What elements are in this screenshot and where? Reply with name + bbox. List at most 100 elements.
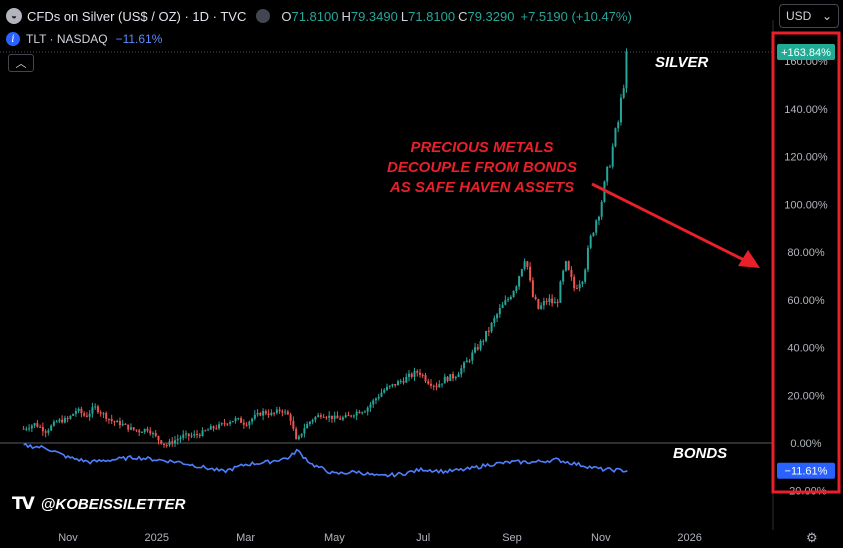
silver-candle-body (339, 418, 342, 420)
silver-candle-body (443, 376, 446, 384)
silver-candle-body (540, 305, 543, 309)
silver-candle-body (102, 413, 105, 415)
silver-candle-body (507, 299, 510, 301)
x-tick-label: 2025 (145, 532, 169, 544)
silver-candle-body (564, 261, 567, 271)
low-value: 71.8100 (408, 8, 456, 24)
silver-candle-body (350, 415, 353, 417)
silver-candle-body (424, 375, 427, 382)
silver-candle-body (537, 299, 540, 309)
silver-candle-body (482, 340, 485, 342)
silver-candle-body (452, 374, 455, 379)
silver-candle-body (127, 424, 130, 430)
silver-candle-body (69, 415, 72, 419)
silver-candle-body (61, 419, 64, 423)
silver-candle-body (201, 430, 204, 436)
silver-candle-body (402, 381, 405, 383)
silver-candle-body (614, 128, 617, 147)
silver-candle-body (72, 413, 75, 416)
silver-candle-body (319, 415, 322, 417)
silver-candle-body (542, 301, 545, 306)
silver-candle-body (55, 421, 58, 423)
silver-candle-body (151, 432, 154, 434)
silver-candle-body (229, 422, 232, 424)
silver-candle-body (498, 307, 501, 315)
silver-candle-body (248, 421, 251, 426)
silver-candle-body (240, 418, 243, 423)
headline-line-2: DECOUPLE FROM BONDS (386, 159, 577, 176)
silver-candle-body (281, 411, 284, 413)
silver-candle-body (479, 340, 482, 350)
y-tick-label: 120.00% (784, 152, 828, 164)
silver-candle-body (63, 417, 66, 423)
silver-candle-body (105, 413, 108, 419)
annotation-arrow-shaft (591, 182, 753, 266)
silver-candle-body (160, 440, 163, 444)
compare-legend[interactable]: i TLT · NASDAQ −11.61% (6, 30, 162, 48)
silver-candle-body (325, 417, 328, 419)
y-tick-label: 20.00% (787, 390, 825, 402)
silver-candle-body (292, 420, 295, 429)
silver-symbol-icon: ◒ (6, 8, 22, 24)
silver-candle-body (441, 383, 444, 385)
silver-candle-body (308, 421, 311, 425)
silver-candle-body (80, 408, 83, 414)
silver-candle-body (116, 420, 119, 423)
silver-candle-body (286, 411, 289, 415)
x-tick-label: Mar (236, 532, 255, 544)
silver-candle-body (259, 412, 262, 416)
high-value: 79.3490 (350, 8, 398, 24)
silver-candle-body (570, 269, 573, 278)
silver-candle-body (410, 373, 413, 377)
market-status-icon (256, 9, 271, 23)
silver-candle-body (457, 374, 460, 377)
x-tick-label: Sep (502, 532, 522, 544)
silver-candle-body (562, 270, 565, 282)
silver-candle-body (289, 414, 292, 421)
symbol-title[interactable]: CFDs on Silver (US$ / OZ) · 1D · TVC (27, 8, 247, 24)
silver-candle-body (262, 411, 265, 416)
silver-candle-body (567, 261, 570, 270)
x-tick-label: Nov (58, 532, 78, 544)
silver-candle-body (215, 428, 218, 430)
silver-candle-body (553, 301, 556, 304)
silver-candle-body (267, 413, 270, 416)
silver-candle-body (300, 433, 303, 437)
silver-candle-body (41, 427, 44, 432)
collapse-legend-button[interactable]: ︿ (8, 54, 34, 72)
silver-candle-body (551, 298, 554, 304)
silver-candle-body (185, 433, 188, 435)
silver-candle-body (256, 412, 259, 415)
y-tick-label: 80.00% (787, 247, 825, 259)
headline-line-3: AS SAFE HAVEN ASSETS (389, 179, 575, 196)
y-tick-label: 140.00% (784, 104, 828, 116)
silver-candle-body (471, 352, 474, 361)
silver-candle-body (496, 314, 499, 319)
silver-candle-body (432, 385, 435, 387)
silver-candle-body (344, 415, 347, 418)
silver-candle-body (509, 296, 512, 300)
silver-candle-body (174, 440, 177, 444)
silver-candle-body (383, 389, 386, 393)
silver-candle-body (146, 428, 149, 431)
currency-select[interactable]: USD ⌄ (779, 4, 839, 28)
symbol-header: ◒ CFDs on Silver (US$ / OZ) · 1D · TVC O… (6, 6, 632, 26)
silver-candle-body (608, 166, 611, 168)
silver-candle-body (625, 51, 628, 89)
silver-candle-body (333, 415, 336, 419)
silver-candle-body (207, 429, 210, 431)
open-value: 71.8100 (291, 8, 339, 24)
x-tick-label: May (324, 532, 345, 544)
silver-candle-body (83, 413, 86, 416)
silver-candle-body (369, 404, 372, 408)
silver-candle-body (617, 122, 620, 129)
silver-candle-body (372, 400, 375, 405)
silver-candle-body (611, 146, 614, 167)
silver-candle-body (606, 166, 609, 182)
silver-candle-body (140, 432, 143, 434)
silver-candle-body (394, 384, 397, 386)
silver-candle-body (242, 422, 245, 425)
silver-candle-body (58, 419, 61, 422)
currency-value: USD (786, 9, 812, 23)
settings-gear-icon[interactable]: ⚙ (806, 530, 818, 545)
